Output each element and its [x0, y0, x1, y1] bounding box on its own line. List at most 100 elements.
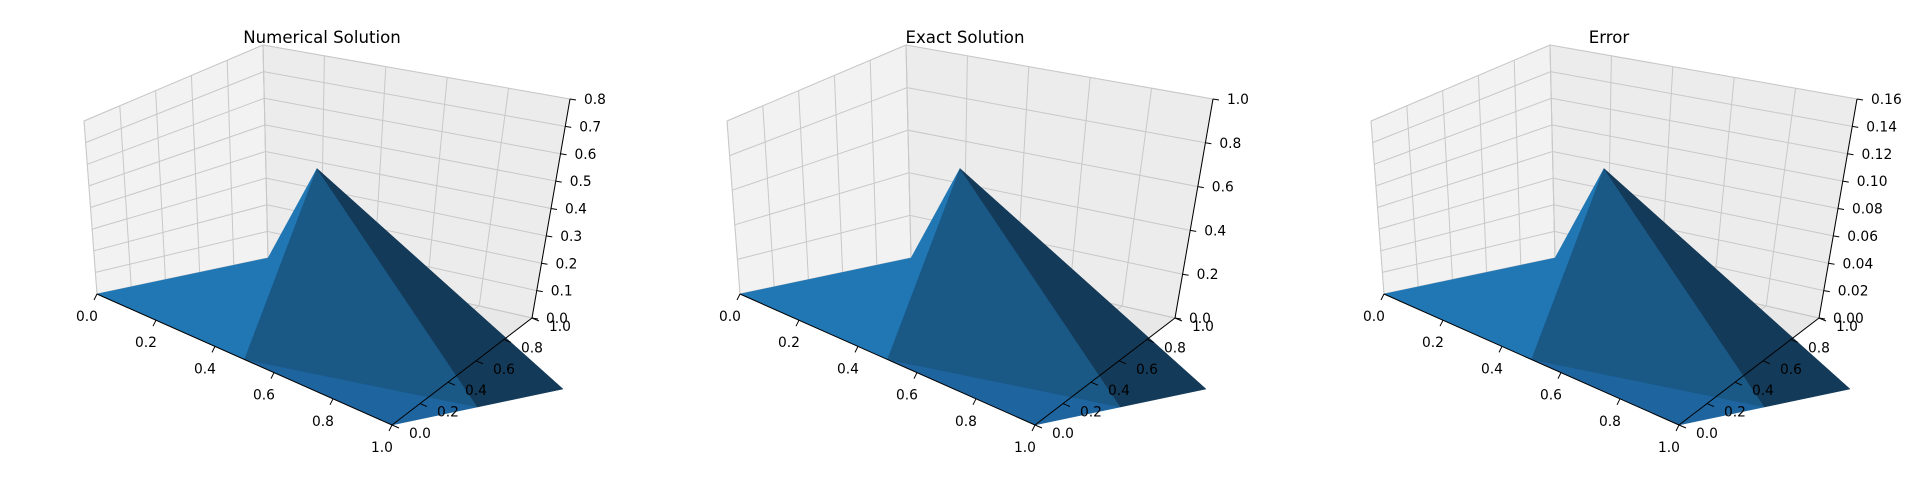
z-tick [1205, 142, 1212, 145]
z-tick [550, 208, 558, 210]
y-tick-label: 1.0 [1836, 319, 1858, 335]
x-tick-label: 0.8 [312, 414, 334, 430]
y-axis-line [1678, 317, 1820, 426]
z-tick-label: 0.1 [551, 284, 573, 300]
surface-face-right [316, 168, 564, 408]
x-axis-line [739, 293, 1036, 426]
z-tick-label: 1.0 [1227, 92, 1249, 108]
z-tick-label: 0.4 [1204, 223, 1226, 239]
z-gridline [90, 150, 552, 209]
x-tick [329, 398, 334, 406]
z-tick [1833, 235, 1840, 238]
z-tick-label: 0.8 [584, 92, 606, 108]
y-tick-label: 0.6 [1780, 362, 1802, 378]
y-tick-label: 0.0 [1696, 426, 1718, 442]
x-tick [93, 293, 98, 301]
z-gridline [83, 44, 571, 122]
z-tick-label: 0.2 [1197, 267, 1219, 283]
x-tick [152, 319, 157, 327]
y-tick-label: 0.2 [1080, 405, 1102, 421]
z-gridline [729, 87, 1206, 157]
y-tick [1706, 403, 1715, 408]
y-tick-label: 1.0 [1192, 319, 1214, 335]
z-tick [1212, 98, 1220, 101]
y-tick-label: 0.4 [465, 383, 487, 399]
y-tick [1090, 381, 1099, 386]
z-tick-label: 0.8 [1219, 136, 1241, 152]
y-tick [1146, 338, 1155, 343]
z-gridline [1378, 177, 1834, 237]
z-gridline [1382, 230, 1824, 292]
z-gridline [85, 71, 566, 144]
exact-solution-plot: Exact Solution 0.00.20.40.60.81.00.00.20… [719, 28, 1249, 456]
x-axis-line [96, 293, 393, 426]
z-gridline [1380, 204, 1829, 264]
z-tick [536, 290, 543, 293]
x-tick [1616, 398, 1621, 406]
z-tick [541, 262, 548, 265]
plot-title: Error [1589, 28, 1630, 47]
surface-face-right [1603, 168, 1851, 408]
z-tick [555, 180, 562, 183]
y-tick-label: 0.6 [493, 362, 515, 378]
x-tick-label: 0.8 [1599, 414, 1621, 430]
z-tick-label: 0.16 [1871, 92, 1902, 108]
z-axis-line [1174, 98, 1214, 319]
x-tick [270, 372, 275, 379]
z-tick-label: 0.00 [1833, 311, 1864, 327]
x-tick [211, 346, 216, 353]
y-tick [1790, 338, 1799, 343]
z-tick [1856, 98, 1864, 101]
z-tick-label: 0.4 [565, 202, 587, 218]
z-tick [1197, 186, 1204, 189]
x-tick-label: 0.2 [778, 335, 800, 351]
error-plot: Error 0.0 0.2 0.4 0.6 0.8 1.0 0.0 0.2 0.4 0.6 0.8 1… [1363, 28, 1902, 456]
x-tick-label: 0.4 [837, 361, 859, 377]
y-tick-label: 0.8 [1164, 340, 1186, 356]
z-tick-label: 0.04 [1843, 256, 1874, 272]
y-tick-label: 0.0 [1052, 426, 1074, 442]
y-tick [419, 403, 428, 408]
x-tick-label: 0.8 [955, 414, 977, 430]
z-gridline [1372, 71, 1853, 144]
z-tick [1818, 317, 1826, 320]
z-gridline [1374, 97, 1848, 165]
y-axis-line [1034, 317, 1176, 426]
z-tick-label: 0.06 [1847, 229, 1878, 245]
x-tick-label: 0.4 [1481, 361, 1503, 377]
y-tick-label: 1.0 [549, 319, 571, 335]
x-tick [913, 372, 918, 379]
z-gridline [1377, 150, 1839, 209]
y-tick [1734, 381, 1743, 386]
x-tick-label: 0.0 [719, 309, 741, 325]
y-tick [447, 381, 456, 386]
z-tick [560, 153, 567, 156]
z-tick [1174, 317, 1182, 320]
x-tick [854, 346, 859, 353]
z-gridline [726, 44, 1214, 122]
z-tick [531, 317, 539, 320]
y-tick-label: 0.8 [1808, 340, 1830, 356]
z-tick [1842, 180, 1849, 183]
z-tick-label: 0.6 [1212, 180, 1234, 196]
x-tick [388, 424, 393, 432]
z-tick [1847, 153, 1854, 156]
x-tick [736, 293, 741, 301]
x-tick-label: 0.4 [194, 361, 216, 377]
x-tick-label: 1.0 [371, 440, 393, 456]
z-tick-label: 0.14 [1866, 119, 1897, 135]
z-gridline [1375, 124, 1843, 187]
z-tick-label: 0.2 [556, 256, 578, 272]
surface-face-right [959, 168, 1207, 408]
z-tick [1828, 262, 1835, 265]
z-tick-label: 0.12 [1862, 147, 1893, 163]
y-tick-label: 0.0 [409, 426, 431, 442]
z-gridline [732, 129, 1198, 191]
x-tick-label: 0.0 [76, 309, 98, 325]
z-gridline [1370, 44, 1858, 122]
y-tick [1762, 360, 1771, 365]
z-tick [1182, 273, 1189, 276]
x-tick-label: 0.2 [135, 335, 157, 351]
z-tick-label: 0.7 [579, 119, 601, 135]
